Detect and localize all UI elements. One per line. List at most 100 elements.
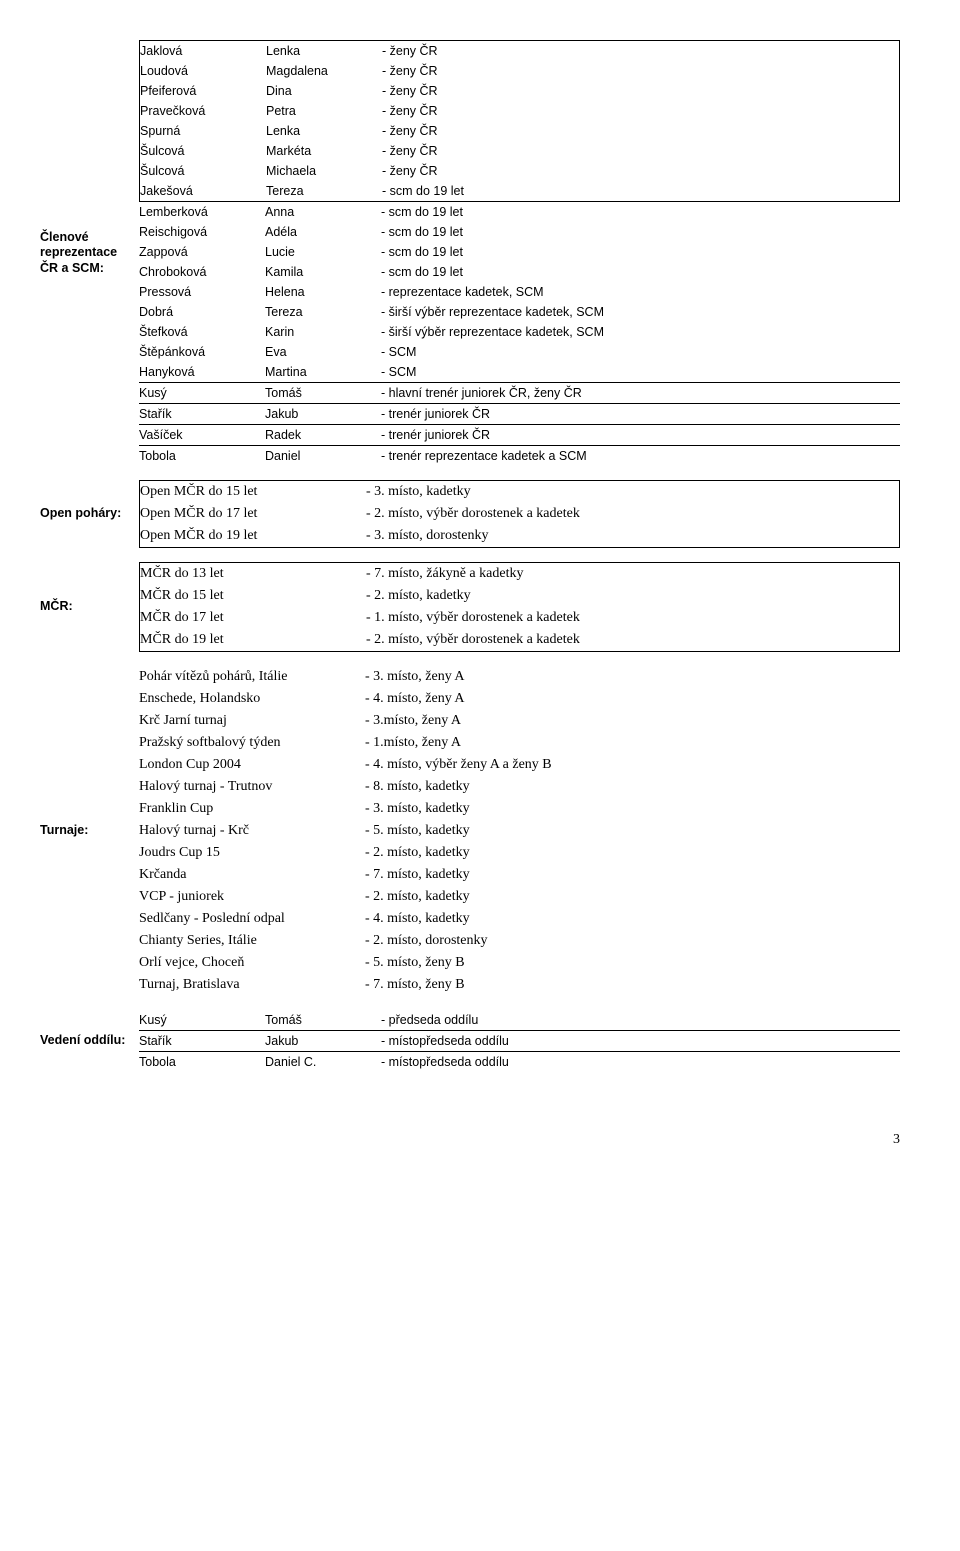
cell-name: Tomáš — [265, 383, 381, 404]
cell-result: - 2. místo, kadetky — [366, 585, 900, 607]
cell-role: - scm do 19 let — [381, 242, 900, 262]
cell-name: Tomáš — [265, 1010, 381, 1031]
open-players-table: LemberkováAnna- scm do 19 letReischigová… — [139, 202, 900, 466]
table-row: ŠtěpánkováEva- SCM — [139, 342, 900, 362]
cell-surname: Loudová — [140, 61, 267, 81]
cell-item: Open MČR do 15 let — [140, 481, 367, 504]
cell-surname: Jaklová — [140, 41, 267, 62]
table-row: Pohár vítězů pohárů, Itálie- 3. místo, ž… — [139, 666, 900, 688]
table-row: KusýTomáš- hlavní trenér juniorek ČR, že… — [139, 383, 900, 404]
cell-name: Kamila — [265, 262, 381, 282]
cell-surname: Tobola — [139, 446, 265, 467]
cell-item: VCP - juniorek — [139, 886, 365, 908]
table-row: ŠulcováMarkéta- ženy ČR — [140, 141, 900, 161]
cell-item: Krčanda — [139, 864, 365, 886]
cell-result: - 2. místo, výběr dorostenek a kadetek — [366, 629, 900, 652]
open-results-table: Pohár vítězů pohárů, Itálie- 3. místo, ž… — [139, 666, 900, 996]
cell-name: Tereza — [265, 302, 381, 322]
table-row: Enschede, Holandsko- 4. místo, ženy A — [139, 688, 900, 710]
cell-item: Krč Jarní turnaj — [139, 710, 365, 732]
table-row: Sedlčany - Poslední odpal- 4. místo, kad… — [139, 908, 900, 930]
table-row: ChrobokováKamila- scm do 19 let — [139, 262, 900, 282]
cell-item: Halový turnaj - Trutnov — [139, 776, 365, 798]
cell-role: - místopředseda oddílu — [381, 1052, 900, 1073]
cell-surname: Vašíček — [139, 425, 265, 446]
cell-role: - předseda oddílu — [381, 1010, 900, 1031]
cell-surname: Šulcová — [140, 161, 267, 181]
cell-role: - ženy ČR — [382, 121, 900, 141]
cell-role: - scm do 19 let — [381, 262, 900, 282]
cell-surname: Stařík — [139, 1031, 265, 1052]
cell-surname: Štefková — [139, 322, 265, 342]
table-row: MČR do 19 let- 2. místo, výběr dorostene… — [140, 629, 900, 652]
table-row: Krč Jarní turnaj- 3.místo, ženy A — [139, 710, 900, 732]
cell-result: - 5. místo, kadetky — [365, 820, 900, 842]
table-row: StaříkJakub- místopředseda oddílu — [139, 1031, 900, 1052]
cell-role: - scm do 19 let — [381, 222, 900, 242]
table-row: VCP - juniorek- 2. místo, kadetky — [139, 886, 900, 908]
cell-surname: Šulcová — [140, 141, 267, 161]
section-content: Pohár vítězů pohárů, Itálie- 3. místo, ž… — [139, 666, 900, 996]
cell-item: Sedlčany - Poslední odpal — [139, 908, 365, 930]
cell-name: Markéta — [266, 141, 382, 161]
cell-surname: Jakešová — [140, 181, 267, 202]
cell-item: Joudrs Cup 15 — [139, 842, 365, 864]
section-content: MČR do 13 let- 7. místo, žákyně a kadetk… — [139, 562, 900, 652]
cell-surname: Hanyková — [139, 362, 265, 383]
boxed-players-table: JaklováLenka- ženy ČRLoudováMagdalena- ž… — [139, 40, 900, 202]
cell-role: - SCM — [381, 342, 900, 362]
cell-name: Martina — [265, 362, 381, 383]
cell-item: MČR do 13 let — [140, 563, 367, 586]
cell-surname: Kusý — [139, 383, 265, 404]
cell-result: - 3. místo, dorostenky — [366, 525, 900, 548]
cell-role: - hlavní trenér juniorek ČR, ženy ČR — [381, 383, 900, 404]
cell-name: Karin — [265, 322, 381, 342]
table-row: LemberkováAnna- scm do 19 let — [139, 202, 900, 222]
cell-role: - trenér reprezentace kadetek a SCM — [381, 446, 900, 467]
cell-name: Daniel — [265, 446, 381, 467]
cell-result: - 3. místo, kadetky — [365, 798, 900, 820]
cell-result: - 4. místo, výběr ženy A a ženy B — [365, 754, 900, 776]
cell-role: - reprezentace kadetek, SCM — [381, 282, 900, 302]
cell-surname: Spurná — [140, 121, 267, 141]
cell-role: - scm do 19 let — [381, 202, 900, 222]
cell-role: - ženy ČR — [382, 141, 900, 161]
cell-name: Jakub — [265, 1031, 381, 1052]
table-row: LoudováMagdalena- ženy ČR — [140, 61, 900, 81]
cell-role: - místopředseda oddílu — [381, 1031, 900, 1052]
table-row: JakešováTereza- scm do 19 let — [140, 181, 900, 202]
cell-item: Orlí vejce, Choceň — [139, 952, 365, 974]
section-label: Členové reprezentace ČR a SCM: — [40, 40, 139, 466]
cell-item: Halový turnaj - Krč — [139, 820, 365, 842]
cell-surname: Zappová — [139, 242, 265, 262]
cell-surname: Dobrá — [139, 302, 265, 322]
cell-result: - 4. místo, ženy A — [365, 688, 900, 710]
cell-surname: Stařík — [139, 404, 265, 425]
table-row: Open MČR do 15 let- 3. místo, kadetky — [140, 481, 900, 504]
cell-name: Magdalena — [266, 61, 382, 81]
table-row: MČR do 13 let- 7. místo, žákyně a kadetk… — [140, 563, 900, 586]
table-row: SpurnáLenka- ženy ČR — [140, 121, 900, 141]
cell-name: Jakub — [265, 404, 381, 425]
boxed-results-table: MČR do 13 let- 7. místo, žákyně a kadetk… — [139, 562, 900, 652]
cell-surname: Pfeiferová — [140, 81, 267, 101]
cell-role: - SCM — [381, 362, 900, 383]
cell-result: - 3.místo, ženy A — [365, 710, 900, 732]
table-row: HanykováMartina- SCM — [139, 362, 900, 383]
cell-result: - 3. místo, kadetky — [366, 481, 900, 504]
section-block: Vedení oddílu:KusýTomáš- předseda oddílu… — [40, 1010, 900, 1072]
table-row: Orlí vejce, Choceň- 5. místo, ženy B — [139, 952, 900, 974]
table-row: Turnaj, Bratislava- 7. místo, ženy B — [139, 974, 900, 996]
cell-role: - scm do 19 let — [382, 181, 900, 202]
section-content: JaklováLenka- ženy ČRLoudováMagdalena- ž… — [139, 40, 900, 466]
cell-surname: Pressová — [139, 282, 265, 302]
cell-role: - širší výběr reprezentace kadetek, SCM — [381, 322, 900, 342]
cell-result: - 1.místo, ženy A — [365, 732, 900, 754]
section-label: Open poháry: — [40, 480, 139, 548]
section-block: Turnaje:Pohár vítězů pohárů, Itálie- 3. … — [40, 666, 900, 996]
cell-name: Petra — [266, 101, 382, 121]
boxed-results-table: Open MČR do 15 let- 3. místo, kadetkyOpe… — [139, 480, 900, 548]
cell-name: Eva — [265, 342, 381, 362]
table-row: ReischigováAdéla- scm do 19 let — [139, 222, 900, 242]
cell-result: - 5. místo, ženy B — [365, 952, 900, 974]
